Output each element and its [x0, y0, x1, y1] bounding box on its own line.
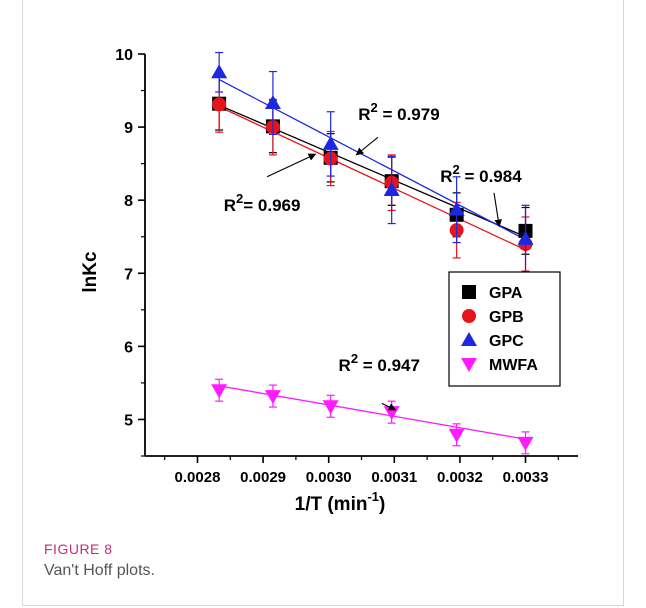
data-point-gpc	[211, 64, 228, 79]
annotation-arrow	[381, 402, 397, 411]
r-squared-annotation: R2 = 0.979	[358, 100, 439, 124]
y-tick-label: 7	[124, 266, 133, 283]
figure-label: FIGURE 8	[44, 541, 113, 557]
x-tick-label: 0.0028	[175, 469, 221, 486]
y-tick-label: 8	[124, 193, 133, 210]
data-point-mwfa	[448, 428, 465, 443]
x-axis-label: 1/T (min-1)	[295, 489, 386, 515]
legend-marker-gpc	[461, 332, 477, 346]
data-point-gpc	[517, 230, 534, 245]
data-point-mwfa	[211, 384, 228, 399]
data-point-gpc	[448, 201, 465, 216]
x-tick-label: 0.0033	[503, 469, 549, 486]
y-tick-label: 5	[124, 412, 133, 429]
vant-hoff-chart: 5 6 7 8 9 10 0.0028 0.0029 0.0030 0.0031 0.0032 0.0…	[80, 47, 578, 515]
legend-marker-mwfa	[461, 358, 477, 372]
r-squared-annotation: R2= 0.969	[224, 191, 301, 215]
annotation-arrow	[266, 153, 317, 178]
data-point-gpc	[264, 94, 281, 109]
r-squared-annotation: R2 = 0.947	[339, 351, 420, 375]
y-axis-label: lnKc	[80, 251, 101, 293]
x-axis-label-end: )	[379, 494, 385, 515]
figure-caption: Van't Hoff plots.	[44, 562, 155, 579]
y-tick-label: 6	[124, 339, 133, 356]
y-tick-label: 9	[124, 120, 133, 137]
x-axis-label-main: 1/T (min	[295, 494, 368, 515]
legend-marker-gpb	[462, 309, 476, 323]
x-tick-label: 0.0030	[306, 469, 352, 486]
annotation-arrow	[355, 136, 379, 156]
data-point-gpc	[322, 135, 339, 150]
fit-line-mwfa	[219, 385, 526, 440]
x-tick-label: 0.0032	[437, 469, 483, 486]
annotation-arrow	[493, 192, 503, 228]
legend-label-gpa: GPA	[489, 285, 523, 302]
x-tick-label: 0.0029	[240, 469, 286, 486]
legend-label-gpc: GPC	[489, 333, 524, 350]
legend-label-mwfa: MWFA	[489, 357, 538, 374]
x-axis-label-sup: -1	[367, 489, 379, 504]
data-point-gpc	[383, 181, 400, 196]
data-point-gpb	[212, 97, 227, 112]
x-tick-label: 0.0031	[371, 469, 417, 486]
y-tick-label: 10	[115, 47, 133, 64]
data-point-mwfa	[517, 436, 534, 451]
figure-frame	[22, 0, 624, 606]
data-point-mwfa	[322, 400, 339, 415]
legend-marker-gpa	[462, 285, 476, 299]
r-squared-annotation: R2 = 0.984	[440, 162, 522, 186]
data-point-mwfa	[264, 390, 281, 405]
legend-label-gpb: GPB	[489, 309, 524, 326]
